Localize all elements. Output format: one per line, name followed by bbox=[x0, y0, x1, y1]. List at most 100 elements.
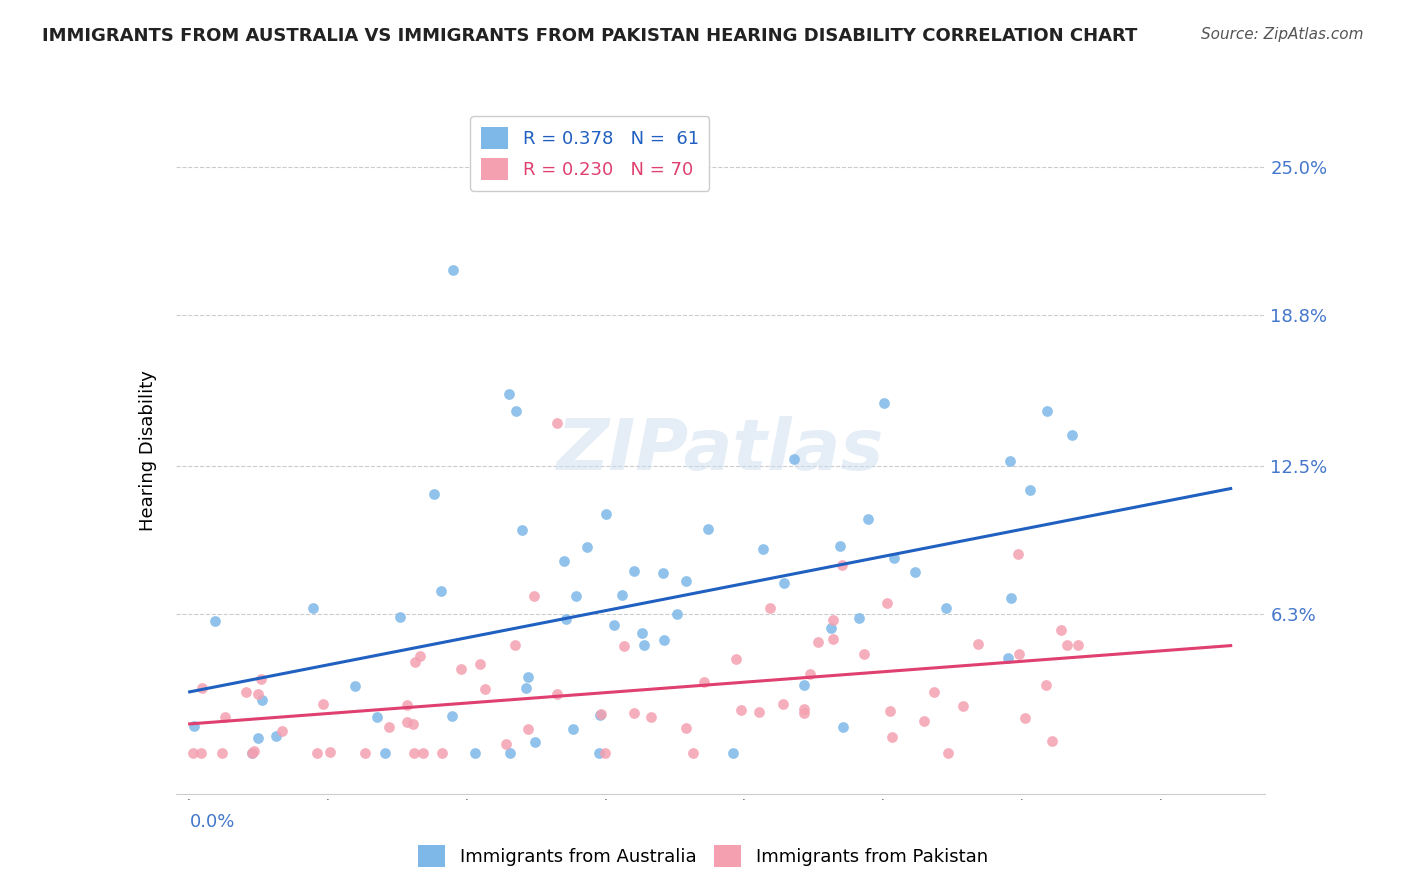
Point bbox=[772, 697, 794, 711]
Point bbox=[831, 558, 853, 573]
Point bbox=[353, 746, 375, 760]
Point bbox=[1014, 711, 1036, 725]
Point bbox=[395, 698, 418, 712]
Point bbox=[666, 607, 689, 621]
Point bbox=[503, 639, 526, 653]
Point bbox=[499, 746, 522, 760]
Point bbox=[301, 600, 323, 615]
Point bbox=[1050, 624, 1073, 638]
Point bbox=[409, 648, 432, 663]
Point bbox=[623, 564, 645, 578]
Point bbox=[378, 720, 401, 734]
Point bbox=[516, 670, 538, 684]
Point bbox=[640, 710, 662, 724]
Point bbox=[799, 666, 821, 681]
Point bbox=[1000, 591, 1022, 606]
Point bbox=[404, 655, 426, 669]
Point bbox=[190, 681, 212, 696]
Point bbox=[823, 613, 845, 627]
Point bbox=[752, 541, 775, 556]
Point bbox=[936, 746, 959, 760]
Text: IMMIGRANTS FROM AUSTRALIA VS IMMIGRANTS FROM PAKISTAN HEARING DISABILITY CORRELA: IMMIGRANTS FROM AUSTRALIA VS IMMIGRANTS … bbox=[42, 27, 1137, 45]
Point bbox=[853, 648, 876, 662]
Point bbox=[441, 262, 464, 277]
Point bbox=[553, 554, 575, 568]
Point bbox=[848, 610, 870, 624]
Point bbox=[510, 524, 533, 538]
Point bbox=[652, 566, 675, 581]
Point bbox=[555, 612, 578, 626]
Point bbox=[250, 693, 273, 707]
Point bbox=[783, 452, 806, 467]
Point bbox=[1000, 453, 1022, 467]
Point bbox=[412, 746, 434, 760]
Point bbox=[1008, 647, 1031, 661]
Point bbox=[474, 681, 496, 696]
Point bbox=[758, 600, 780, 615]
Point bbox=[240, 746, 263, 760]
Point bbox=[873, 395, 896, 409]
Point bbox=[820, 621, 842, 635]
Point bbox=[613, 639, 636, 653]
Point bbox=[1067, 638, 1090, 652]
Point bbox=[879, 704, 901, 718]
Point bbox=[576, 541, 599, 555]
Point bbox=[344, 679, 367, 693]
Point bbox=[430, 584, 453, 599]
Point bbox=[588, 746, 610, 760]
Point bbox=[1035, 677, 1057, 691]
Point bbox=[546, 416, 568, 430]
Point bbox=[793, 702, 815, 716]
Point bbox=[1007, 547, 1029, 561]
Point bbox=[246, 731, 269, 745]
Point bbox=[464, 746, 486, 760]
Point bbox=[243, 743, 266, 757]
Point bbox=[876, 596, 898, 610]
Point bbox=[623, 706, 645, 720]
Point bbox=[730, 703, 752, 717]
Point bbox=[997, 650, 1019, 665]
Point bbox=[515, 681, 537, 695]
Point bbox=[748, 706, 770, 720]
Point bbox=[470, 657, 492, 671]
Point bbox=[807, 635, 830, 649]
Point bbox=[793, 678, 815, 692]
Point bbox=[561, 722, 583, 736]
Point bbox=[967, 637, 990, 651]
Point bbox=[652, 633, 675, 648]
Point bbox=[675, 722, 697, 736]
Y-axis label: Hearing Disability: Hearing Disability bbox=[139, 370, 157, 531]
Point bbox=[183, 719, 205, 733]
Point bbox=[318, 745, 340, 759]
Point bbox=[190, 746, 212, 760]
Point bbox=[793, 706, 815, 720]
Point bbox=[211, 746, 233, 760]
Point bbox=[856, 512, 879, 526]
Point bbox=[524, 735, 547, 749]
Point bbox=[517, 722, 540, 736]
Point bbox=[1056, 638, 1078, 652]
Point bbox=[823, 632, 845, 646]
Point bbox=[828, 539, 851, 553]
Point bbox=[693, 675, 716, 690]
Point bbox=[374, 746, 396, 760]
Point bbox=[589, 707, 612, 722]
Point bbox=[593, 746, 616, 760]
Legend: Immigrants from Australia, Immigrants from Pakistan: Immigrants from Australia, Immigrants fr… bbox=[411, 838, 995, 874]
Point bbox=[595, 507, 617, 521]
Point bbox=[441, 709, 464, 723]
Point bbox=[270, 724, 292, 739]
Point bbox=[883, 551, 905, 566]
Point bbox=[204, 614, 226, 628]
Point bbox=[612, 588, 634, 602]
Text: 0.0%: 0.0% bbox=[190, 814, 235, 831]
Point bbox=[366, 710, 388, 724]
Legend: R = 0.378   N =  61, R = 0.230   N = 70: R = 0.378 N = 61, R = 0.230 N = 70 bbox=[470, 116, 710, 191]
Point bbox=[721, 746, 744, 760]
Point bbox=[505, 404, 527, 418]
Point bbox=[904, 565, 927, 579]
Point bbox=[523, 590, 546, 604]
Point bbox=[235, 684, 257, 698]
Point bbox=[912, 714, 935, 728]
Point bbox=[1040, 734, 1063, 748]
